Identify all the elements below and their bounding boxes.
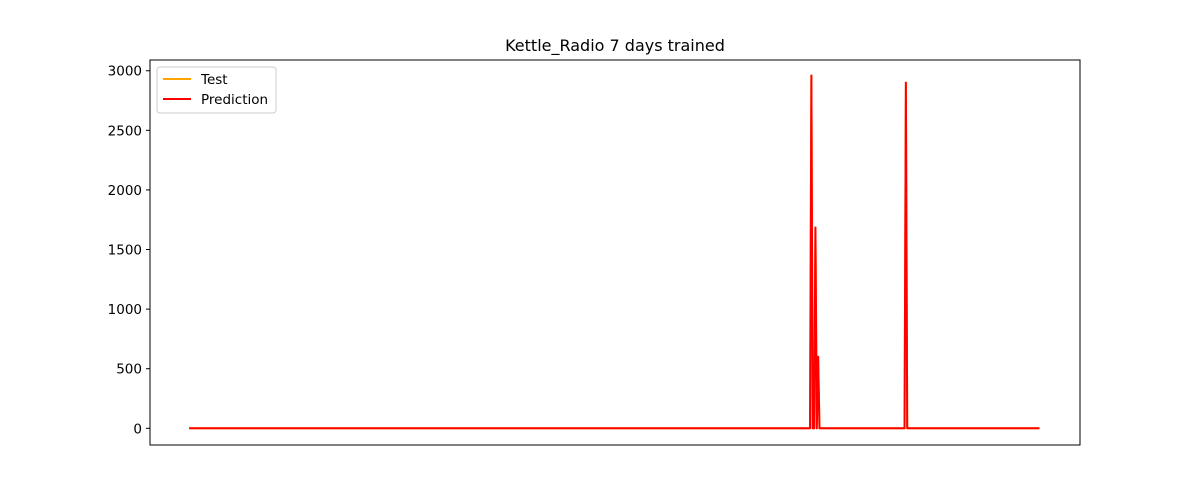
chart-title: Kettle_Radio 7 days trained — [505, 36, 725, 56]
series-line-test — [189, 74, 1040, 430]
plot-area-frame — [149, 59, 1081, 446]
series-line-prediction — [189, 74, 1040, 430]
legend-label-test: Test — [200, 72, 228, 88]
series-layer — [189, 74, 1040, 430]
y-tick-label: 2500 — [108, 123, 142, 139]
legend: Test Prediction — [156, 66, 277, 114]
y-tick-label: 1500 — [108, 243, 142, 259]
y-tick-label: 0 — [133, 421, 142, 437]
y-tick-label: 3000 — [108, 64, 142, 80]
y-tick-label: 2000 — [108, 183, 142, 199]
legend-label-prediction: Prediction — [201, 92, 268, 108]
y-tick-label: 1000 — [108, 302, 142, 318]
y-tick-label: 500 — [116, 362, 142, 378]
y-axis: 0 500 1000 1500 2000 2500 3000 — [108, 64, 150, 437]
